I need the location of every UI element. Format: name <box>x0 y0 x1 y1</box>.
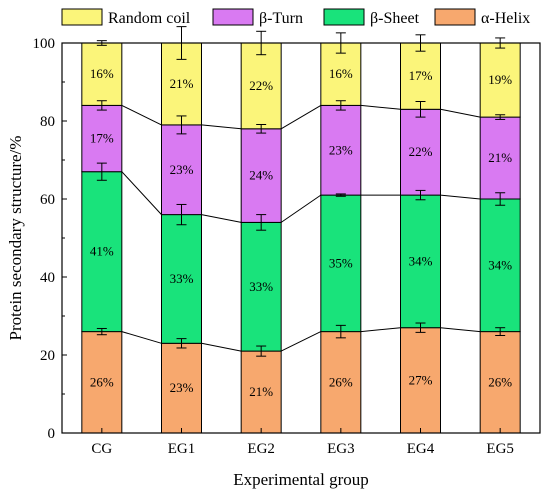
bar-segment <box>479 198 521 333</box>
legend-swatch <box>323 8 365 26</box>
legend: Random coil β-Turn β-Sheet α-Helix <box>61 8 530 27</box>
bar-segment <box>240 42 282 130</box>
connector-line <box>121 327 481 352</box>
y-tick-label: 40 <box>40 270 55 286</box>
bar-segment <box>81 331 123 434</box>
bar-segment <box>479 42 521 118</box>
plot-area: 26% 23% 21% 26% 27% 26% 41% 33% 33% 35% 34% 34% 17% 2… <box>33 26 541 457</box>
data-label: 41% <box>90 244 114 259</box>
connector-line <box>121 104 481 130</box>
bar-segment <box>400 108 441 196</box>
legend-swatch <box>61 8 103 26</box>
bar-segment <box>320 331 362 434</box>
data-label: 23% <box>170 162 194 177</box>
bar-segment <box>479 331 521 434</box>
bar-segment <box>161 214 202 344</box>
data-label: 16% <box>90 66 114 81</box>
x-tick-label: EG4 <box>407 441 435 457</box>
legend-swatch <box>434 8 476 26</box>
bar-segment <box>479 116 521 200</box>
x-tick-label: EG3 <box>327 441 355 457</box>
legend-swatch <box>212 8 254 26</box>
data-label: 26% <box>329 374 353 389</box>
x-tick-label: CG <box>91 441 112 457</box>
data-label: 17% <box>409 68 433 83</box>
data-label: 23% <box>329 142 353 157</box>
legend-label: Random coil <box>108 10 191 27</box>
legend-label: α-Helix <box>481 10 530 27</box>
y-tick-label: 20 <box>40 348 55 364</box>
legend-label: β-Sheet <box>370 10 420 27</box>
data-label: 19% <box>488 72 512 87</box>
bar-segment <box>81 42 123 106</box>
data-label: 34% <box>488 257 512 272</box>
bar-segment <box>161 342 202 434</box>
data-label: 24% <box>249 168 273 183</box>
data-label: 21% <box>249 384 273 399</box>
connector-line <box>121 171 481 223</box>
y-axis-label: Protein secondary structure/% <box>6 136 25 341</box>
data-label: 34% <box>409 253 433 268</box>
bar-segment <box>400 194 441 329</box>
data-label: 26% <box>90 374 114 389</box>
data-label: 33% <box>249 279 273 294</box>
axes-frame <box>61 42 541 434</box>
data-label: 21% <box>488 150 512 165</box>
data-label: 22% <box>249 78 273 93</box>
data-label: 21% <box>170 76 194 91</box>
y-tick-label: 100 <box>33 36 56 52</box>
data-label: 35% <box>329 255 353 270</box>
x-tick-label: EG2 <box>247 441 275 457</box>
x-tick-label: EG1 <box>168 441 196 457</box>
data-label: 33% <box>170 271 194 286</box>
x-tick-label: EG5 <box>486 441 514 457</box>
x-axis-label: Experimental group <box>233 470 369 489</box>
legend-label: β-Turn <box>259 10 303 27</box>
y-tick-label: 0 <box>48 426 56 442</box>
data-label: 26% <box>488 374 512 389</box>
data-label: 27% <box>409 372 433 387</box>
data-label: 17% <box>90 131 114 146</box>
data-label: 16% <box>329 66 353 81</box>
bar-segment <box>320 194 362 333</box>
data-label: 23% <box>170 380 194 395</box>
y-tick-label: 60 <box>40 192 55 208</box>
bar-segment <box>320 104 362 196</box>
y-tick-label: 80 <box>40 114 55 130</box>
data-label: 22% <box>409 144 433 159</box>
bar-segment <box>400 42 441 110</box>
